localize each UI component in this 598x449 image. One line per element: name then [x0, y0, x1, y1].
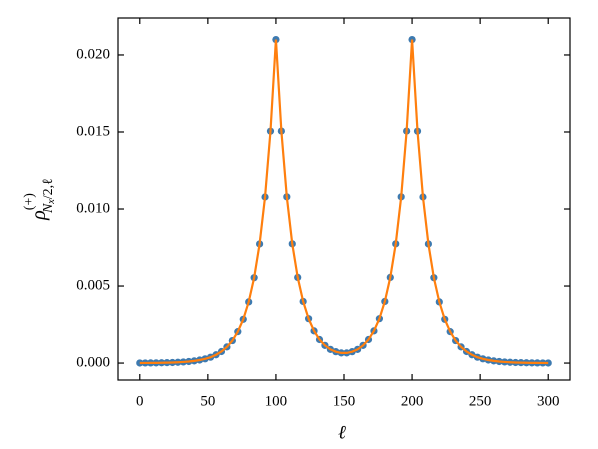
x-tick-label: 150	[333, 393, 356, 409]
y-label-part: (+)	[22, 193, 37, 211]
y-tick-label: 0.000	[76, 354, 110, 370]
y-axis-label: ρ(+) Nx/2,ℓ	[22, 178, 57, 221]
y-label-part: ρ	[28, 210, 50, 221]
x-tick-label: 50	[200, 393, 215, 409]
y-label-part: N	[41, 203, 56, 214]
y-tick-label: 0.005	[76, 277, 110, 293]
x-tick-label: 300	[537, 393, 560, 409]
x-tick-label: 100	[265, 393, 288, 409]
axes-frame	[117, 17, 571, 381]
x-tick-label: 200	[401, 393, 424, 409]
x-tick-label: 250	[469, 393, 492, 409]
data-point	[544, 359, 552, 367]
y-label-part: x	[46, 199, 57, 205]
y-tick-label: 0.020	[76, 46, 110, 62]
x-axis-label: ℓ	[338, 422, 346, 443]
data-point	[136, 359, 144, 367]
y-tick-label: 0.015	[76, 123, 110, 139]
y-label-part: /2,ℓ	[41, 178, 56, 199]
y-tick-label: 0.010	[76, 200, 110, 216]
fit-line	[139, 39, 549, 365]
x-tick-label: 0	[136, 393, 144, 409]
